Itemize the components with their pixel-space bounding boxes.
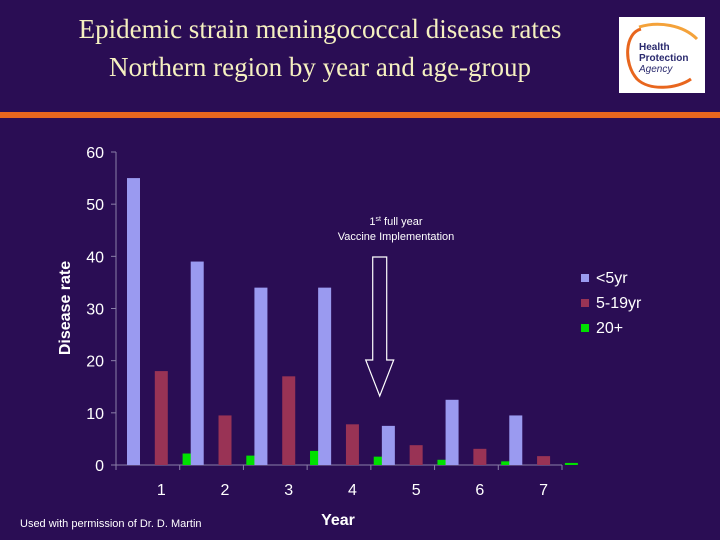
bar-519yr-year-6 [473, 448, 487, 465]
bar-5yr-year-2 [190, 261, 204, 465]
hpa-logo: Health Protection Agency [619, 17, 705, 93]
title-line-1: Epidemic strain meningococcal disease ra… [78, 14, 562, 44]
legend-label: <5yr [596, 270, 628, 287]
logo-word-1: Health [639, 42, 670, 53]
bar-5yr-year-5 [381, 425, 395, 465]
bar-5yr-year-6 [445, 399, 459, 465]
logo-word-2: Protection [639, 53, 688, 64]
bar-519yr-year-1 [154, 371, 168, 465]
bar-519yr-year-7 [537, 456, 551, 465]
bar-519yr-year-5 [409, 445, 423, 465]
x-tick-label: 4 [348, 482, 357, 499]
x-axis-title: Year [321, 512, 355, 529]
x-tick-label: 3 [284, 482, 293, 499]
y-axis-title: Disease rate [57, 261, 74, 355]
bar-20-year-5 [437, 459, 451, 465]
y-tick-label: 40 [86, 249, 104, 266]
legend-swatch [581, 324, 589, 332]
header-divider [0, 112, 720, 118]
title-line-2: Northern region by year and age-group [108, 52, 532, 82]
x-tick-label: 7 [539, 482, 548, 499]
bar-5yr-year-3 [254, 287, 268, 465]
bar-519yr-year-2 [218, 415, 232, 465]
y-tick-label: 10 [86, 406, 104, 423]
y-tick-label: 0 [95, 458, 104, 475]
annotation-line-1: 1st full year [369, 216, 422, 228]
hpa-logo-icon: Health Protection Agency [626, 22, 699, 89]
x-tick-label: 6 [475, 482, 484, 499]
x-tick-label: 5 [412, 482, 421, 499]
bar-519yr-year-3 [282, 376, 296, 465]
vaccine-arrow [364, 256, 395, 398]
legend-label: 5-19yr [596, 295, 642, 312]
y-tick-label: 60 [86, 145, 104, 162]
legend-label: 20+ [596, 320, 623, 337]
bar-20-year-6 [501, 461, 515, 465]
slide-title: Epidemic strain meningococcal disease ra… [0, 10, 640, 86]
bar-5yr-year-4 [318, 287, 332, 465]
bar-5yr-year-7 [509, 415, 523, 465]
legend-swatch [581, 299, 589, 307]
annotation-line-2: Vaccine Implementation [338, 231, 455, 243]
bar-20-year-1 [182, 453, 196, 465]
bar-5yr-year-1 [127, 178, 140, 466]
footer-credit: Used with permission of Dr. D. Martin [20, 518, 202, 530]
bar-20-year-4 [373, 456, 387, 465]
logo-word-3: Agency [638, 64, 673, 75]
x-tick-label: 1 [157, 482, 166, 499]
legend-swatch [581, 274, 589, 282]
bar-519yr-year-4 [345, 424, 359, 465]
bar-20-year-7 [564, 462, 578, 465]
x-tick-label: 2 [221, 482, 230, 499]
y-tick-label: 30 [86, 302, 104, 319]
y-tick-label: 50 [86, 197, 104, 214]
bar-20-year-2 [246, 455, 260, 465]
y-tick-label: 20 [86, 354, 104, 371]
